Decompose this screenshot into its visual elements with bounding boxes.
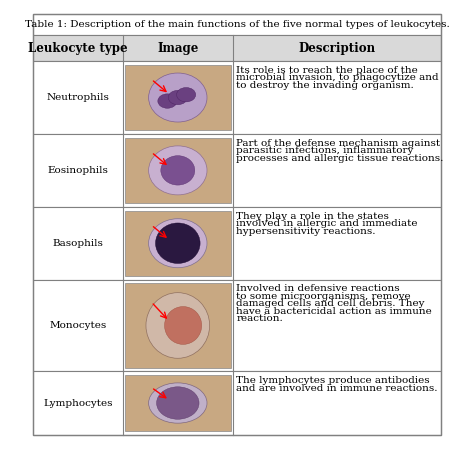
Text: hypersensitivity reactions.: hypersensitivity reactions. — [236, 227, 376, 235]
Text: The lymphocytes produce antibodies: The lymphocytes produce antibodies — [236, 376, 430, 385]
FancyBboxPatch shape — [33, 134, 441, 207]
Text: They play a role in the states: They play a role in the states — [236, 212, 389, 220]
Ellipse shape — [177, 87, 196, 102]
Ellipse shape — [146, 293, 210, 358]
Text: Lymphocytes: Lymphocytes — [43, 399, 112, 407]
Text: damaged cells and cell debris. They: damaged cells and cell debris. They — [236, 299, 425, 308]
Text: involved in allergic and immediate: involved in allergic and immediate — [236, 219, 418, 228]
Text: and are involved in immune reactions.: and are involved in immune reactions. — [236, 384, 438, 392]
Text: Table 1: Description of the main functions of the five normal types of leukocyte: Table 1: Description of the main functio… — [25, 20, 449, 29]
Text: Image: Image — [157, 42, 199, 55]
Ellipse shape — [161, 156, 195, 185]
Ellipse shape — [149, 73, 207, 122]
Text: to destroy the invading organism.: to destroy the invading organism. — [236, 81, 414, 90]
FancyBboxPatch shape — [125, 375, 231, 431]
Text: Eosinophils: Eosinophils — [47, 166, 108, 175]
Ellipse shape — [149, 146, 207, 195]
Text: Neutrophils: Neutrophils — [46, 93, 109, 102]
Text: Part of the defense mechanism against: Part of the defense mechanism against — [236, 139, 440, 148]
FancyBboxPatch shape — [125, 211, 231, 276]
FancyBboxPatch shape — [125, 138, 231, 203]
Ellipse shape — [164, 306, 201, 345]
FancyBboxPatch shape — [33, 35, 441, 61]
Ellipse shape — [149, 383, 207, 423]
Text: Description: Description — [299, 42, 375, 55]
Text: Leukocyte type: Leukocyte type — [28, 42, 128, 55]
Text: have a bactericidal action as immune: have a bactericidal action as immune — [236, 307, 432, 316]
FancyBboxPatch shape — [33, 207, 441, 280]
Ellipse shape — [158, 94, 177, 108]
Text: to some microorganisms, remove: to some microorganisms, remove — [236, 292, 411, 301]
Ellipse shape — [149, 219, 207, 268]
Text: Basophils: Basophils — [52, 239, 103, 248]
FancyBboxPatch shape — [125, 283, 231, 368]
Text: microbial invasion, to phagocytize and: microbial invasion, to phagocytize and — [236, 73, 439, 82]
Text: reaction.: reaction. — [236, 314, 283, 323]
Text: parasitic infections, inflammatory: parasitic infections, inflammatory — [236, 146, 414, 155]
Ellipse shape — [155, 223, 200, 264]
FancyBboxPatch shape — [33, 61, 441, 134]
Text: Its role is to reach the place of the: Its role is to reach the place of the — [236, 66, 418, 75]
FancyBboxPatch shape — [33, 371, 441, 435]
Text: processes and allergic tissue reactions.: processes and allergic tissue reactions. — [236, 154, 444, 163]
Text: Involved in defensive reactions: Involved in defensive reactions — [236, 284, 400, 293]
FancyBboxPatch shape — [125, 65, 231, 130]
Ellipse shape — [168, 90, 187, 105]
Text: Monocytes: Monocytes — [49, 321, 106, 330]
FancyBboxPatch shape — [33, 280, 441, 371]
Ellipse shape — [156, 387, 199, 419]
